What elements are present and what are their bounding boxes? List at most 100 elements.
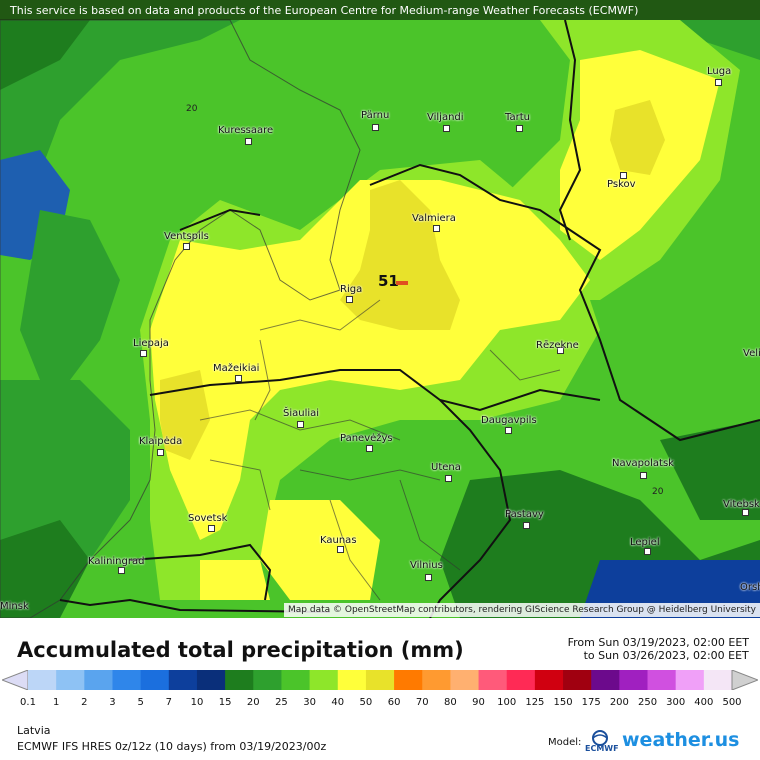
colorbar-tick-label: 25 — [275, 697, 288, 708]
city-marker — [183, 243, 190, 250]
model-label: Model: — [548, 737, 582, 748]
colorbar-segment — [140, 670, 170, 690]
max-value-label: 51 — [378, 272, 399, 290]
colorbar-tick-label: 150 — [553, 697, 573, 708]
colorbar-tick-label: 175 — [581, 697, 601, 708]
colorbar — [2, 670, 758, 690]
colorbar-tick-label: 100 — [497, 697, 517, 708]
city-marker — [620, 172, 627, 179]
notice-bar: This service is based on data and produc… — [0, 0, 760, 20]
city-label-panevezys: Panevėžys — [340, 433, 393, 444]
max-value-marker — [396, 281, 408, 285]
colorbar-tick-label: 400 — [694, 697, 714, 708]
colorbar-segment — [394, 670, 423, 690]
city-label-parnu: Pärnu — [361, 110, 390, 121]
colorbar-tick-label: 200 — [609, 697, 629, 708]
city-label-viljandi: Viljandi — [427, 112, 464, 123]
city-marker — [235, 375, 242, 382]
colorbar-segment — [619, 670, 649, 690]
city-marker — [640, 472, 647, 479]
map-attribution[interactable]: Map data © OpenStreetMap contributors, r… — [284, 603, 760, 617]
colorbar-tick-label: 7 — [165, 697, 172, 708]
city-label-klaipeda: Klaipėda — [139, 436, 183, 447]
colorbar-segment — [563, 670, 592, 690]
colorbar-segment — [28, 670, 57, 690]
colorbar-tick-label: 3 — [109, 697, 116, 708]
colorbar-segment — [281, 670, 311, 690]
city-label-utena: Utena — [431, 462, 461, 473]
colorbar-segment — [196, 670, 226, 690]
city-label-daugavpils: Daugavpils — [481, 415, 537, 426]
colorbar-segment — [450, 670, 480, 690]
colorbar-segment — [365, 670, 395, 690]
colorbar-segment — [309, 670, 339, 690]
city-marker — [245, 138, 252, 145]
colorbar-segment — [84, 670, 113, 690]
colorbar-tick-label: 10 — [190, 697, 204, 708]
city-label-navapolatsk: Navapolatsk — [612, 458, 674, 469]
colorbar-tick-label: 20 — [246, 697, 260, 708]
colorbar-segment — [253, 670, 282, 690]
city-marker — [742, 509, 749, 516]
city-label-luga: Luga — [707, 66, 732, 77]
city-label-ventspils: Ventspils — [164, 231, 209, 242]
city-label-valmiera: Valmiera — [412, 213, 456, 224]
city-label-sovetsk: Sovetsk — [188, 513, 228, 524]
city-marker — [366, 445, 373, 452]
model-run-label: ECMWF IFS HRES 0z/12z (10 days) from 03/… — [17, 740, 327, 753]
period-to: to Sun 03/26/2023, 02:00 EET — [583, 649, 749, 662]
colorbar-segment — [703, 670, 733, 690]
colorbar-tick-label: 0.1 — [20, 697, 36, 708]
city-label-minsk: Minsk — [0, 601, 29, 612]
forecast-period: From Sun 03/19/2023, 02:00 EET to Sun 03… — [568, 636, 749, 662]
colorbar-tick-label: 50 — [359, 697, 373, 708]
colorbar-segment — [168, 670, 198, 690]
colorbar-tick-label: 90 — [472, 697, 485, 708]
weather-us-logo[interactable]: weather.us — [622, 729, 740, 751]
colorbar-tick-label: 300 — [666, 697, 686, 708]
city-marker — [337, 546, 344, 553]
region-label: Latvia — [17, 724, 51, 737]
colorbar-tick-label: 30 — [303, 697, 316, 708]
city-label-pastavy: Pastavy — [505, 509, 544, 520]
city-label-liepaja: Liepaja — [133, 338, 169, 349]
city-label-tartu: Tartu — [505, 112, 530, 123]
city-marker — [505, 427, 512, 434]
city-label-kuressaare: Kuressaare — [218, 125, 274, 136]
colorbar-tick-label: 70 — [415, 697, 429, 708]
colorbar-tick-label: 125 — [525, 697, 545, 708]
city-marker — [425, 574, 432, 581]
city-marker — [445, 475, 452, 482]
colorbar-segment — [534, 670, 564, 690]
ecmwf-logo-text: ECMWF — [585, 744, 619, 753]
city-marker — [516, 125, 523, 132]
city-label-riga: Riga — [340, 284, 363, 295]
city-marker — [157, 449, 164, 456]
colorbar-tick-label: 15 — [218, 697, 232, 708]
colorbar-segment — [647, 670, 677, 690]
city-marker — [118, 567, 125, 574]
city-marker — [715, 79, 722, 86]
city-label-siauliai: Šiauliai — [283, 408, 320, 419]
city-marker — [372, 124, 379, 131]
notice-text: This service is based on data and produc… — [10, 4, 639, 17]
city-label-kaliningrad: Kaliningrad — [88, 556, 145, 567]
ecmwf-logo-icon — [592, 730, 608, 746]
colorbar-tick-label: 5 — [137, 697, 144, 708]
colorbar-segment — [422, 670, 451, 690]
colorbar-segment — [337, 670, 367, 690]
city-label-rezekne: Rēzekne — [536, 340, 579, 351]
colorbar-segment — [478, 670, 508, 690]
colorbar-tick-label: 1 — [52, 697, 60, 708]
colorbar-segment — [56, 670, 85, 690]
colorbar-segment — [591, 670, 620, 690]
city-label-mazeikiai: Mažeikiai — [213, 363, 260, 374]
city-marker — [523, 522, 530, 529]
precipitation-map[interactable]: This service is based on data and produc… — [0, 0, 760, 618]
colorbar-ticks: 0.1 1 2 3 5 7 10 15 20 25 30 40 50 60 70 80 90 100 125 150 1… — [0, 697, 760, 711]
city-label-velizh: Velizh — [743, 348, 760, 359]
city-marker — [557, 347, 564, 354]
legend-title: Accumulated total precipitation (mm) — [17, 638, 464, 662]
city-label-lepiel: Lepiel — [630, 537, 660, 548]
city-marker — [140, 350, 147, 357]
